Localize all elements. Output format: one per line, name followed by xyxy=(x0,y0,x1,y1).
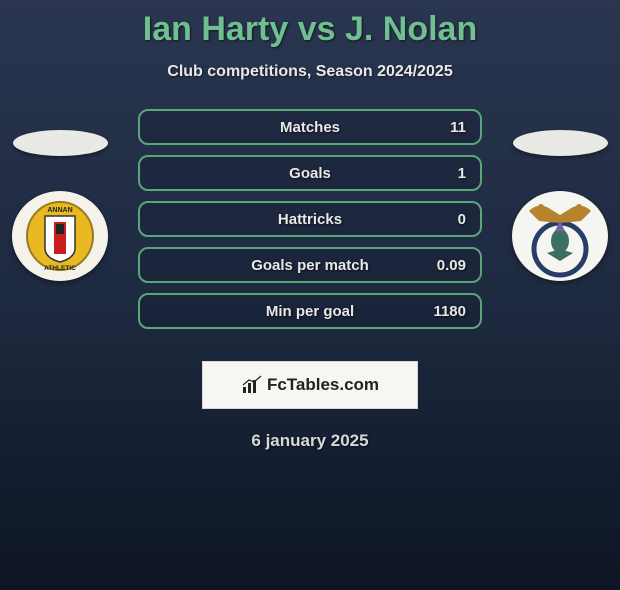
watermark: FcTables.com xyxy=(202,361,418,409)
left-player-column: ANNAN ATHLETIC xyxy=(12,130,108,281)
stat-value: 1180 xyxy=(433,303,466,320)
watermark-text: FcTables.com xyxy=(267,375,379,395)
stat-label: Hattricks xyxy=(140,211,480,228)
stat-row-goals: Goals 1 xyxy=(138,155,482,191)
stat-value: 0.09 xyxy=(437,257,466,274)
stat-label: Min per goal xyxy=(140,303,480,320)
inverness-ct-crest-icon xyxy=(519,193,601,279)
svg-text:ATHLETIC: ATHLETIC xyxy=(44,265,76,272)
right-player-column xyxy=(512,130,608,281)
stat-label: Matches xyxy=(140,119,480,136)
stat-row-goals-per-match: Goals per match 0.09 xyxy=(138,247,482,283)
chart-icon xyxy=(241,375,263,395)
stat-label: Goals xyxy=(140,165,480,182)
right-club-badge xyxy=(512,191,608,281)
stat-value: 11 xyxy=(450,119,466,136)
page-title: Ian Harty vs J. Nolan xyxy=(0,10,620,49)
stat-row-matches: Matches 11 xyxy=(138,109,482,145)
stat-row-hattricks: Hattricks 0 xyxy=(138,201,482,237)
stat-value: 0 xyxy=(458,211,466,228)
left-club-badge: ANNAN ATHLETIC xyxy=(12,191,108,281)
subtitle: Club competitions, Season 2024/2025 xyxy=(0,63,620,81)
stat-label: Goals per match xyxy=(140,257,480,274)
left-player-placeholder xyxy=(13,130,108,156)
right-player-placeholder xyxy=(513,130,608,156)
stat-row-min-per-goal: Min per goal 1180 xyxy=(138,293,482,329)
svg-text:ANNAN: ANNAN xyxy=(47,207,72,214)
stat-value: 1 xyxy=(458,165,466,182)
annan-athletic-crest-icon: ANNAN ATHLETIC xyxy=(25,200,95,272)
date: 6 january 2025 xyxy=(0,431,620,451)
